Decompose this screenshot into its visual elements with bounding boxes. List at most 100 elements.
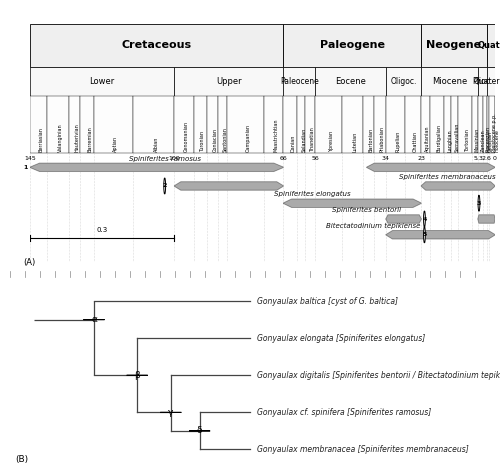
Text: Gonyaulax baltica [cyst of G. baltica]: Gonyaulax baltica [cyst of G. baltica] xyxy=(257,297,398,306)
Bar xyxy=(484,95,486,153)
Text: Neogene: Neogene xyxy=(426,40,482,50)
Bar xyxy=(472,95,478,153)
Text: Danian: Danian xyxy=(290,134,296,152)
Text: Quat.: Quat. xyxy=(478,41,500,50)
Text: Aptian: Aptian xyxy=(114,136,118,152)
Text: Spiniferites bentorii: Spiniferites bentorii xyxy=(332,207,402,213)
Text: Bitectatodinium tepikiense: Bitectatodinium tepikiense xyxy=(326,223,420,229)
Polygon shape xyxy=(478,215,495,223)
Bar xyxy=(69,95,80,153)
Bar xyxy=(444,95,450,153)
Polygon shape xyxy=(174,182,284,190)
Bar xyxy=(94,95,132,153)
Polygon shape xyxy=(366,163,495,171)
Text: Maastrichtian: Maastrichtian xyxy=(274,118,278,152)
Text: Paleogene: Paleogene xyxy=(320,40,385,50)
Text: Priabonian: Priabonian xyxy=(380,125,385,152)
Text: Chattian: Chattian xyxy=(413,131,418,152)
Bar xyxy=(316,95,342,153)
Text: Holocene: Holocene xyxy=(495,129,500,152)
Polygon shape xyxy=(386,215,421,223)
Bar xyxy=(478,95,484,153)
Bar xyxy=(489,95,494,153)
Text: Thanetian: Thanetian xyxy=(310,127,316,152)
Text: (A): (A) xyxy=(24,258,36,267)
Polygon shape xyxy=(284,199,421,207)
Text: Quatern.: Quatern. xyxy=(474,77,500,86)
Text: Albian: Albian xyxy=(154,136,158,152)
Text: Spiniferites elongatus: Spiniferites elongatus xyxy=(274,191,350,197)
Bar xyxy=(316,67,386,95)
Bar xyxy=(374,95,386,153)
Text: Rupelian: Rupelian xyxy=(396,130,400,152)
Bar xyxy=(194,95,207,153)
Text: Serravallian: Serravallian xyxy=(454,122,459,152)
Text: Paleocene: Paleocene xyxy=(280,77,319,86)
Text: 23: 23 xyxy=(417,156,425,161)
Bar xyxy=(421,95,430,153)
Bar xyxy=(132,95,174,153)
Text: Berriasian: Berriasian xyxy=(38,127,44,152)
Bar xyxy=(478,67,486,95)
Bar xyxy=(46,95,69,153)
Bar xyxy=(486,24,495,67)
Text: 100: 100 xyxy=(168,156,180,161)
Bar xyxy=(458,95,472,153)
Bar xyxy=(405,95,421,153)
Bar xyxy=(342,95,363,153)
Text: 4: 4 xyxy=(422,217,426,221)
Text: Gonyaulax elongata [Spiniferites elongatus]: Gonyaulax elongata [Spiniferites elongat… xyxy=(257,334,426,343)
Text: 5.3: 5.3 xyxy=(473,156,483,161)
Bar xyxy=(421,24,486,67)
Circle shape xyxy=(164,178,166,194)
Text: δ: δ xyxy=(197,426,202,435)
Text: 0: 0 xyxy=(493,156,497,161)
Text: 2.6: 2.6 xyxy=(482,156,492,161)
Bar xyxy=(80,95,94,153)
Text: β: β xyxy=(134,371,140,380)
Bar xyxy=(450,95,458,153)
Polygon shape xyxy=(30,163,283,171)
Text: Spiniferites ramosus: Spiniferites ramosus xyxy=(128,155,200,161)
Bar xyxy=(30,24,283,67)
Polygon shape xyxy=(421,182,495,190)
Bar xyxy=(430,95,444,153)
Bar xyxy=(174,67,284,95)
Polygon shape xyxy=(386,231,495,239)
Circle shape xyxy=(424,227,426,243)
Text: 56: 56 xyxy=(312,156,320,161)
Text: Cenomanian: Cenomanian xyxy=(184,121,189,152)
Bar xyxy=(284,95,298,153)
Text: Messinian: Messinian xyxy=(475,127,480,152)
Text: Santonian: Santonian xyxy=(222,127,228,152)
Bar xyxy=(486,67,495,95)
Text: Campanian: Campanian xyxy=(246,124,250,152)
Text: 0.3: 0.3 xyxy=(96,227,108,234)
Circle shape xyxy=(478,195,480,211)
Text: Lutetian: Lutetian xyxy=(352,131,358,152)
Text: Zanclean: Zanclean xyxy=(480,129,486,152)
Text: 3: 3 xyxy=(477,201,481,206)
Text: (B): (B) xyxy=(15,455,28,464)
Bar xyxy=(174,95,194,153)
Bar xyxy=(30,67,174,95)
Text: α: α xyxy=(91,315,97,324)
Text: 5: 5 xyxy=(422,232,426,237)
Text: Valanginian: Valanginian xyxy=(58,123,62,152)
Text: Plioc.: Plioc. xyxy=(472,77,492,86)
Bar xyxy=(264,95,283,153)
Text: Lower: Lower xyxy=(90,77,115,86)
Bar xyxy=(298,95,305,153)
Text: Langhian: Langhian xyxy=(447,129,452,152)
Bar xyxy=(218,95,227,153)
Text: 2: 2 xyxy=(162,183,167,189)
Bar xyxy=(30,95,46,153)
Text: Gonyaulax membranacea [Spiniferites membranaceus]: Gonyaulax membranacea [Spiniferites memb… xyxy=(257,445,469,454)
Bar xyxy=(284,67,316,95)
Text: Ypresian: Ypresian xyxy=(328,131,334,152)
Bar xyxy=(386,67,421,95)
Text: 1: 1 xyxy=(23,165,28,170)
Text: Barremian: Barremian xyxy=(87,126,92,152)
Text: 66: 66 xyxy=(280,156,287,161)
Bar xyxy=(227,95,264,153)
